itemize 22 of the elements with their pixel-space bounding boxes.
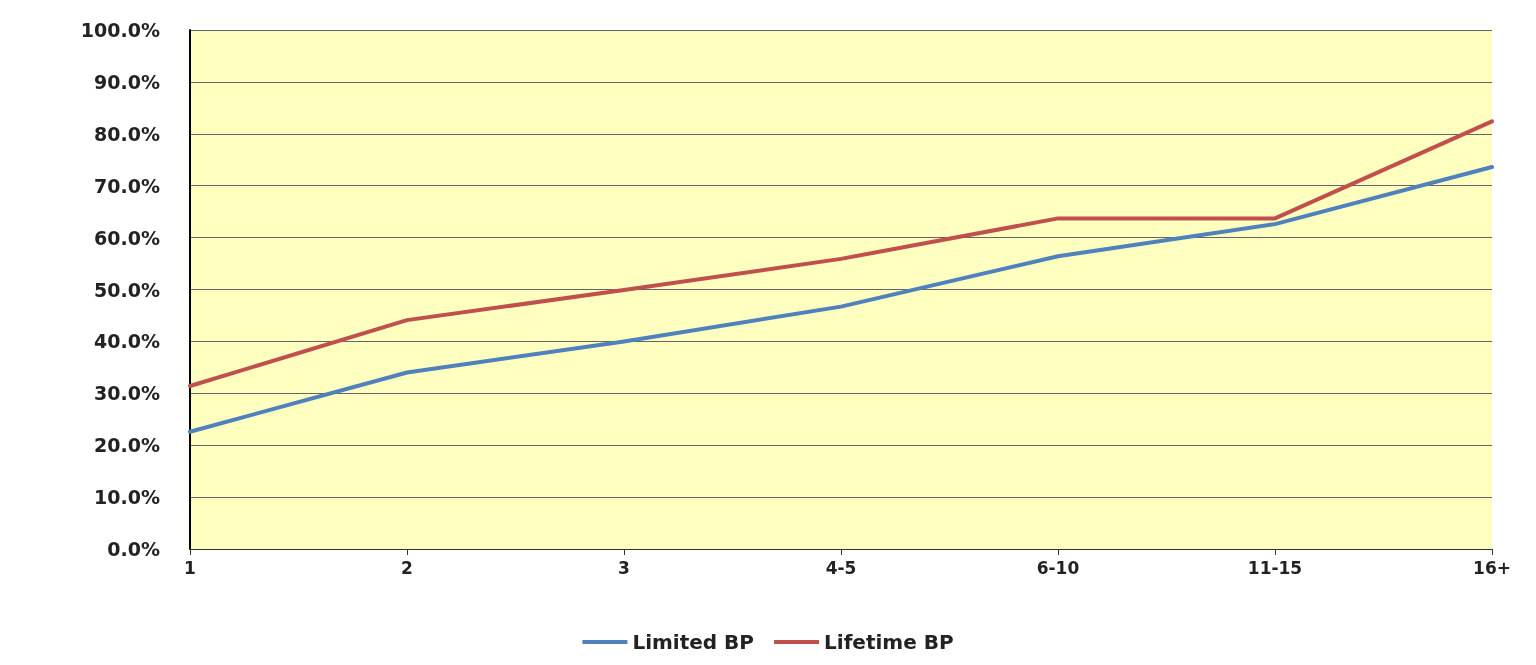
y-tick-label: 90.0% [94,70,160,93]
x-tick-label: 3 [618,557,630,578]
x-tick-label: 6-10 [1036,557,1080,578]
y-tick-label: 50.0% [94,278,160,301]
y-tick-label: 30.0% [94,382,160,405]
x-tick-label: 4-5 [825,557,857,578]
x-tick-label: 11-15 [1247,557,1303,578]
y-tick-label: 60.0% [94,226,160,249]
y-tick-label: 100.0% [80,19,160,41]
y-tick-label: 70.0% [94,174,160,197]
line-series [188,165,1494,434]
x-tick-label: 1 [184,557,196,578]
x-tick-label: 2 [401,557,413,578]
legend-label: Lifetime BP [824,630,954,654]
y-tick-label: 40.0% [94,330,160,353]
y-tick-label: 0.0% [107,538,160,560]
legend-label: Limited BP [632,630,755,654]
y-tick-label: 80.0% [94,122,160,145]
line-series [188,119,1494,389]
y-tick-label: 10.0% [94,486,160,509]
x-tick-label: 16+ [1473,557,1511,578]
y-tick-label: 20.0% [94,434,160,457]
